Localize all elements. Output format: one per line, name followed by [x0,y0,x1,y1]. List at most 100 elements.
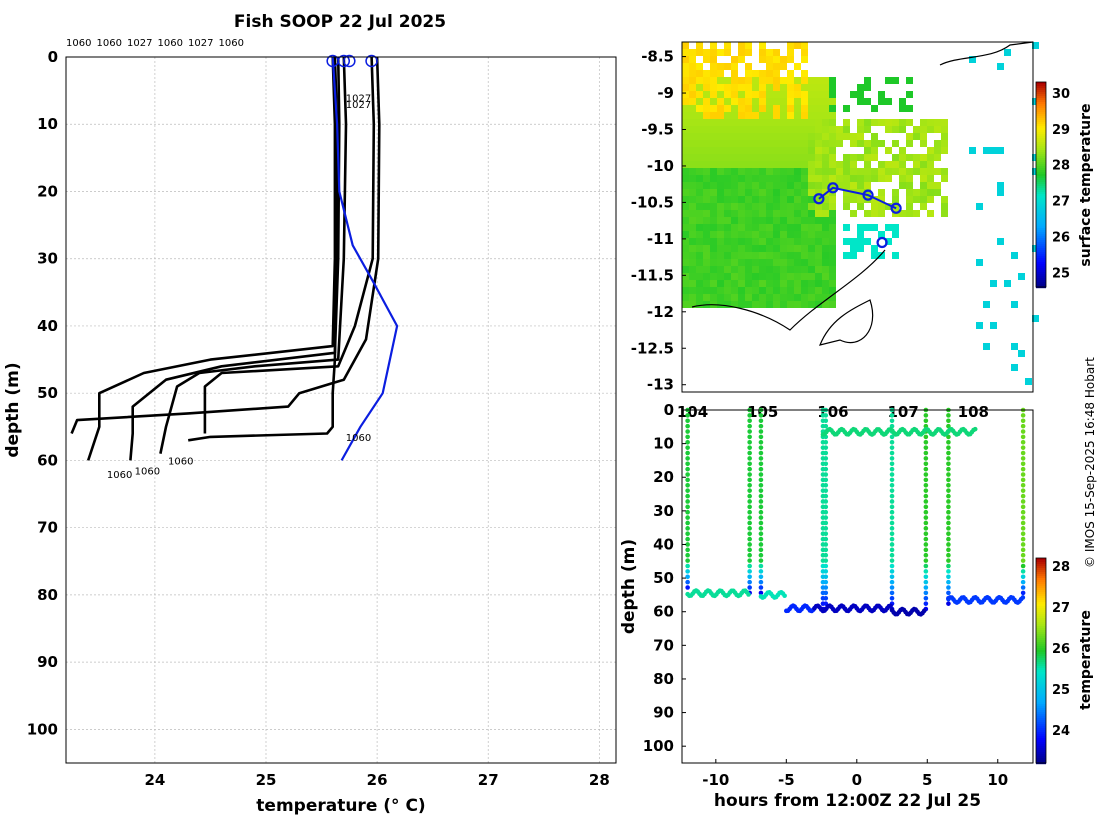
sst-cell [815,287,822,294]
sst-cell [745,42,752,49]
colorbar-tick-label: 25 [1052,683,1070,698]
sst-cell [773,287,780,294]
sst-cell [745,217,752,224]
sst-cell [731,161,738,168]
y-tick-label: 40 [653,535,674,553]
sst-cell [892,161,899,168]
cast-sample-dot [685,579,690,585]
colorbar-segment [1036,118,1046,121]
sst-cell [717,189,724,196]
sst-cell [815,154,822,161]
sst-cell [1004,49,1011,56]
tow-sample-dot [921,608,927,614]
sst-cell [857,238,864,245]
cast-sample-dot [923,483,929,488]
sst-cell [717,98,724,105]
colorbar-segment [1036,232,1046,235]
colorbar-segment [1036,176,1046,179]
cast-sample-dot [923,515,929,520]
sst-cell [857,175,864,182]
cast-sample-dot [923,547,929,553]
colorbar-segment [1036,234,1046,237]
sst-cell [731,91,738,98]
sst-cell [843,175,850,182]
sst-cell [808,294,815,301]
sst-cell [822,301,829,308]
sst-cell [892,140,899,147]
cast-sample-dot [889,526,895,531]
sst-cell [836,140,843,147]
cast-sample-dot [946,450,951,456]
surface-marker [337,54,351,68]
sst-cell [717,259,724,266]
cast-sample-dot [747,520,752,526]
sst-cell [773,231,780,238]
sst-cell [780,56,787,63]
sst-cell [857,126,864,133]
sst-cell [787,224,794,231]
colorbar-segment [1036,278,1046,281]
sst-cell [829,126,836,133]
sst-cell [724,133,731,140]
sst-cell [871,140,878,147]
cast-sample-dot [685,499,690,504]
sst-cell [787,147,794,154]
y-tick-label: 60 [653,603,674,621]
colorbar-tick-label: 29 [1052,123,1070,138]
sst-cell [745,280,752,287]
sst-cell [843,133,850,140]
sst-cell [682,154,689,161]
sst-cell [703,280,710,287]
colorbar-segment [1036,610,1046,613]
sst-cell [682,56,689,63]
colorbar-segment [1036,690,1046,693]
cast-sample-dot [758,504,764,510]
sst-cell [808,231,815,238]
sst-cell [766,147,773,154]
sst-cell [689,70,696,77]
cast-sample-dot [685,445,690,450]
sst-cell [843,105,850,112]
colorbar-segment [1036,682,1046,685]
sst-cell [731,217,738,224]
sst-cell [780,63,787,70]
sst-cell [990,322,997,329]
sst-cell [787,42,794,49]
sst-cell [731,203,738,210]
sst-cell [780,238,787,245]
sst-cell [759,224,766,231]
cast-sample-dot [747,563,752,569]
colorbar-segment [1036,264,1046,267]
sst-cell [766,105,773,112]
sst-cell [815,133,822,140]
sst-cell [738,119,745,126]
sst-cell [759,147,766,154]
sst-cell [878,175,885,182]
sst-cell [780,91,787,98]
sst-cell [920,133,927,140]
colorbar-segment [1036,614,1046,617]
sst-cell [927,161,934,168]
x-tick-label: 25 [256,771,277,789]
cast-sample-dot [758,569,764,574]
colorbar-segment [1036,208,1046,211]
sst-cell [752,266,759,273]
sst-cell [745,238,752,245]
sst-cell [710,182,717,189]
colorbar-segment [1036,256,1046,259]
colorbar-segment [1036,664,1046,667]
colorbar-segment [1036,238,1046,241]
sst-cell [906,168,913,175]
sst-cell [871,224,878,231]
cast-sample-dot [946,461,951,467]
sst-cell [724,238,731,245]
cast-sample-dot [923,579,929,585]
colorbar-tick-label: 28 [1052,560,1070,575]
sst-cell [808,175,815,182]
sst-cell [738,161,745,168]
sst-cell [941,210,948,217]
cast-sample-dot [823,563,829,569]
sst-cell [689,252,696,259]
sst-cell [829,245,836,252]
cast-sample-dot [923,558,929,563]
